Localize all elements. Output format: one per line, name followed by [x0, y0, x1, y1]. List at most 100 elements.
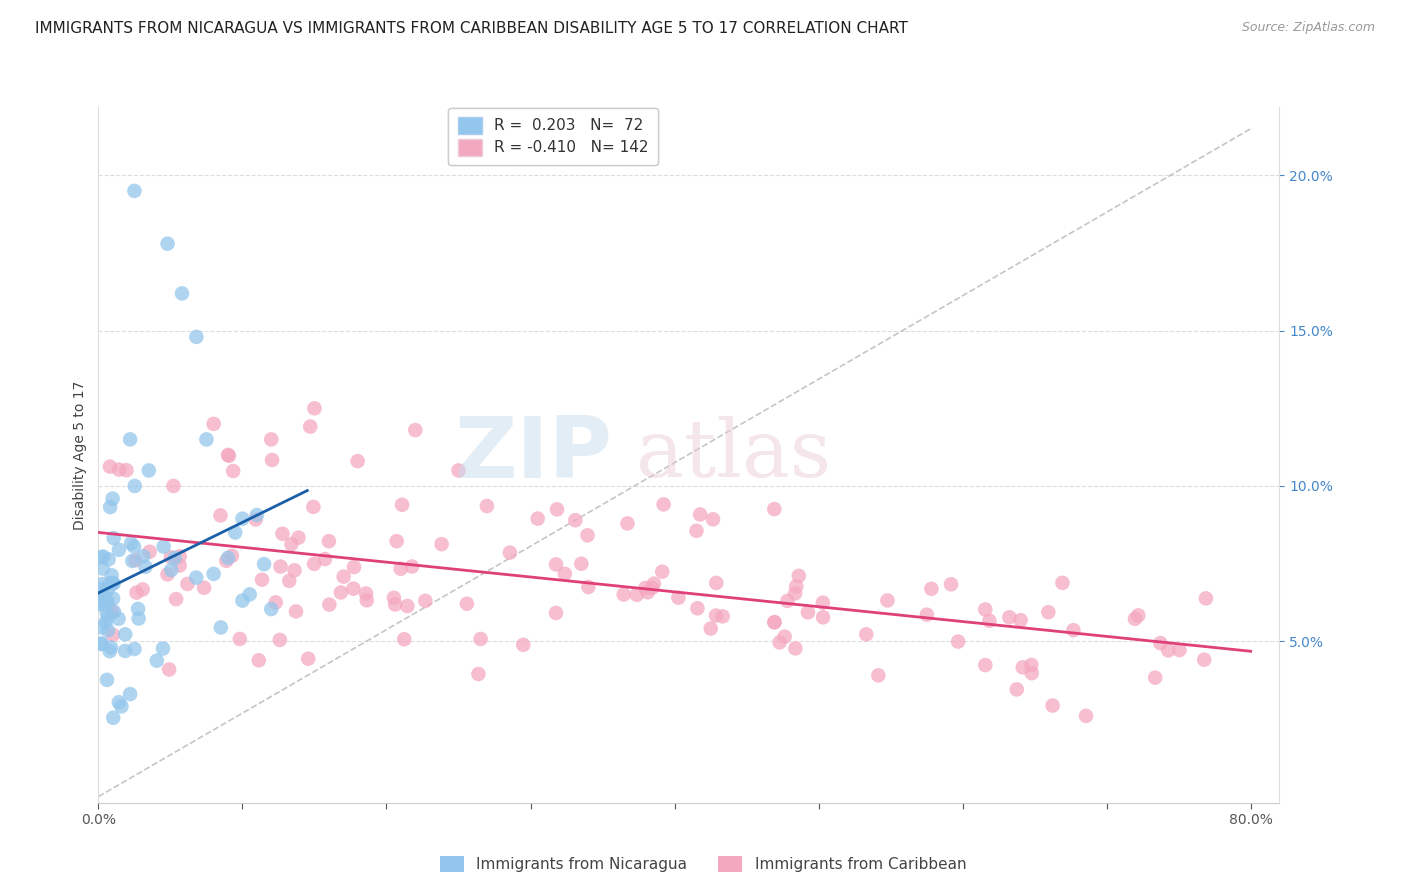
Point	[250, 573, 273, 587]
Point	[626, 588, 648, 602]
Point	[209, 508, 232, 523]
Point	[776, 594, 799, 608]
Point	[91, 561, 114, 575]
Point	[576, 528, 599, 542]
Point	[271, 526, 294, 541]
Point	[299, 419, 322, 434]
Point	[100, 568, 122, 582]
Point	[160, 550, 183, 565]
Point	[939, 577, 962, 591]
Point	[1149, 636, 1171, 650]
Text: IMMIGRANTS FROM NICARAGUA VS IMMIGRANTS FROM CARIBBEAN DISABILITY AGE 5 TO 17 CO: IMMIGRANTS FROM NICARAGUA VS IMMIGRANTS …	[35, 21, 908, 37]
Point	[90, 582, 112, 597]
Point	[1192, 653, 1215, 667]
Point	[103, 605, 125, 619]
Point	[120, 433, 142, 447]
Point	[702, 512, 724, 526]
Point	[773, 630, 796, 644]
Point	[1021, 666, 1043, 681]
Point	[125, 585, 148, 599]
Point	[278, 574, 301, 588]
Point	[389, 562, 412, 576]
Point	[868, 668, 890, 682]
Point	[1038, 605, 1060, 619]
Point	[170, 286, 193, 301]
Point	[704, 608, 727, 623]
Point	[1062, 623, 1084, 637]
Point	[97, 624, 120, 638]
Point	[1128, 608, 1150, 623]
Point	[613, 587, 636, 601]
Point	[1123, 612, 1146, 626]
Point	[186, 330, 208, 344]
Point	[169, 549, 191, 564]
Point	[546, 502, 568, 516]
Point	[634, 581, 657, 595]
Point	[157, 663, 180, 677]
Point	[110, 699, 132, 714]
Point	[974, 658, 997, 673]
Point	[91, 597, 114, 611]
Point	[637, 585, 659, 599]
Point	[103, 711, 125, 725]
Point	[231, 512, 253, 526]
Point	[651, 565, 673, 579]
Point	[763, 615, 786, 630]
Point	[156, 567, 179, 582]
Point	[97, 552, 120, 566]
Point	[1074, 709, 1097, 723]
Point	[920, 582, 942, 596]
Point	[616, 516, 638, 531]
Point	[318, 598, 340, 612]
Point	[221, 549, 243, 563]
Point	[711, 609, 734, 624]
Point	[979, 614, 1001, 628]
Point	[96, 594, 118, 608]
Point	[643, 576, 665, 591]
Text: ZIP: ZIP	[454, 413, 612, 497]
Point	[467, 667, 489, 681]
Point	[811, 610, 834, 624]
Point	[512, 638, 534, 652]
Point	[1157, 643, 1180, 657]
Point	[100, 640, 122, 655]
Point	[346, 454, 368, 468]
Point	[91, 549, 114, 564]
Point	[91, 577, 114, 591]
Point	[94, 615, 117, 630]
Point	[1052, 575, 1074, 590]
Point	[108, 462, 131, 476]
Point	[499, 546, 522, 560]
Point	[120, 687, 142, 701]
Point	[855, 627, 877, 641]
Point	[152, 641, 174, 656]
Point	[787, 569, 810, 583]
Text: atlas: atlas	[636, 416, 831, 494]
Point	[245, 512, 267, 526]
Point	[356, 593, 378, 607]
Point	[763, 615, 786, 629]
Point	[239, 587, 262, 601]
Point	[90, 621, 112, 635]
Point	[124, 642, 146, 657]
Point	[318, 534, 340, 549]
Point	[217, 550, 239, 565]
Point	[430, 537, 453, 551]
Point	[101, 628, 124, 642]
Point	[302, 557, 325, 571]
Point	[354, 586, 377, 600]
Point	[98, 459, 121, 474]
Point	[1144, 671, 1167, 685]
Point	[128, 611, 150, 625]
Point	[121, 554, 143, 568]
Point	[404, 423, 426, 437]
Point	[666, 591, 689, 605]
Point	[217, 448, 239, 462]
Point	[343, 560, 366, 574]
Point	[689, 508, 711, 522]
Point	[302, 500, 325, 514]
Point	[704, 576, 727, 591]
Point	[287, 531, 309, 545]
Point	[1010, 613, 1032, 627]
Point	[246, 508, 269, 522]
